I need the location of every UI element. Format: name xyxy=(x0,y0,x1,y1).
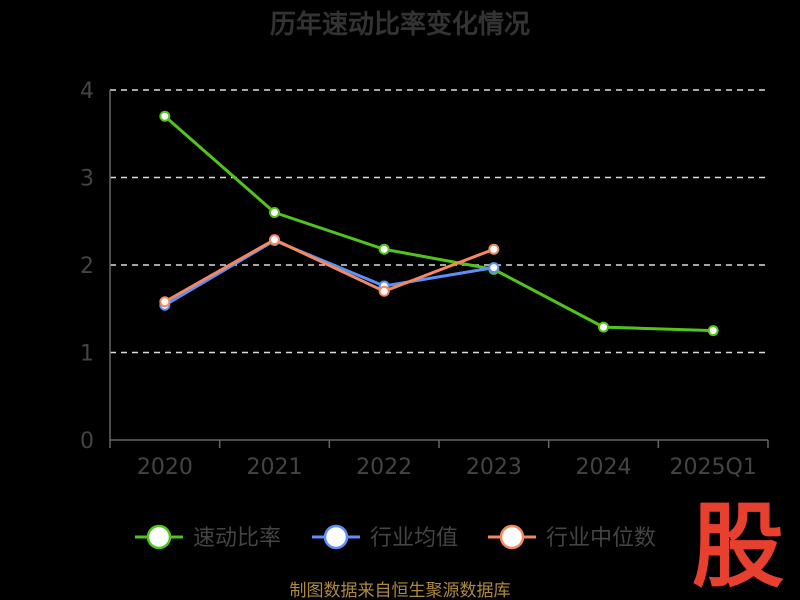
data-point xyxy=(598,321,609,333)
series-line xyxy=(163,115,714,333)
legend-item[interactable]: 行业中位数 xyxy=(488,524,656,551)
grid xyxy=(110,89,768,354)
legend-label: 行业中位数 xyxy=(546,526,656,551)
data-point xyxy=(159,110,171,122)
series-0 xyxy=(159,110,719,337)
x-tick-label: 2022 xyxy=(356,455,412,480)
data-point xyxy=(488,262,500,274)
axes: 0 1 2 3 4 2020 2021 2022 2023 2024 2025Q1 xyxy=(80,79,769,480)
x-tick-label: 2020 xyxy=(137,455,193,480)
logo-mark: 股 xyxy=(692,493,784,600)
series-line xyxy=(164,239,495,307)
data-point xyxy=(269,234,280,246)
legend-item[interactable]: 速动比率 xyxy=(135,524,281,551)
x-tick-label: 2023 xyxy=(466,455,522,480)
legend-item[interactable]: 行业均值 xyxy=(312,524,458,551)
source-note: 制图数据来自恒生聚源数据库 xyxy=(290,581,511,600)
series-1 xyxy=(159,235,500,311)
x-tick-label: 2024 xyxy=(576,455,632,480)
series-line xyxy=(164,238,495,304)
y-tick-label: 4 xyxy=(80,79,94,104)
y-tick-label: 2 xyxy=(80,254,94,279)
legend-swatch-marker xyxy=(146,524,172,550)
series-layer xyxy=(159,110,719,337)
legend-label: 速动比率 xyxy=(193,526,281,551)
chart-title: 历年速动比率变化情况 xyxy=(270,9,530,40)
y-tick-label: 3 xyxy=(80,167,94,192)
legend-swatch-marker xyxy=(323,524,349,550)
x-tick-label: 2021 xyxy=(247,455,303,480)
series-2 xyxy=(159,234,500,308)
data-point xyxy=(488,243,500,255)
data-point xyxy=(159,296,171,308)
y-tick-label: 1 xyxy=(80,342,94,367)
legend[interactable]: 速动比率 行业均值 行业中位数 xyxy=(135,524,656,551)
legend-swatch-marker xyxy=(499,524,525,550)
data-point xyxy=(378,285,390,297)
y-tick-label: 0 xyxy=(80,429,94,454)
data-point xyxy=(378,243,390,255)
legend-label: 行业均值 xyxy=(370,526,458,551)
data-point xyxy=(269,207,280,218)
data-point xyxy=(707,325,719,337)
x-tick-label: 2025Q1 xyxy=(670,455,757,480)
